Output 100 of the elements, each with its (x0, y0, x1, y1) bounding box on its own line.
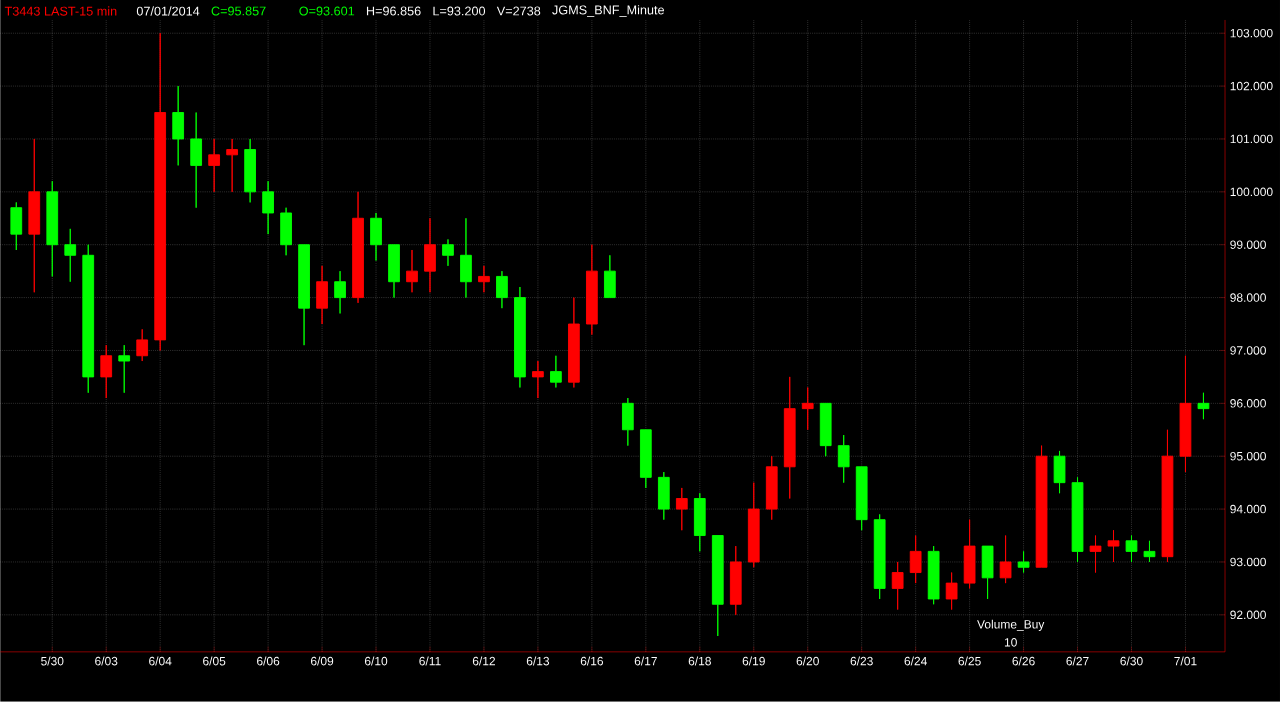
candlestick (603, 254, 616, 299)
candlestick (1197, 392, 1210, 420)
candlestick (100, 344, 113, 399)
candlestick (370, 212, 382, 262)
x-tick-label: 6/17 (634, 656, 657, 666)
x-tick-label: 6/13 (526, 656, 550, 666)
y-tick-label: 96.000 (1230, 399, 1266, 408)
candlestick (711, 535, 724, 637)
candlestick (1125, 535, 1138, 563)
candlestick (1107, 529, 1120, 563)
candlestick (154, 32, 167, 352)
chart-subtitle: 07/01/2014 (136, 6, 200, 16)
text: C=95.857 (211, 6, 266, 16)
candlestick (514, 286, 526, 389)
candlestick (136, 328, 149, 362)
candlestick (190, 112, 203, 209)
y-tick-label: 103.000 (1230, 29, 1273, 38)
candlestick (316, 265, 328, 325)
text: H=96.856 (366, 6, 421, 16)
candlestick (909, 535, 922, 584)
candlestick (621, 397, 634, 447)
candlestick (352, 191, 364, 304)
y-tick-label: 102.000 (1230, 81, 1273, 91)
y-tick-label: 101.000 (1230, 134, 1273, 144)
candlestick (819, 402, 832, 457)
x-tick-label: 6/27 (1066, 656, 1089, 666)
candlestick (855, 466, 868, 531)
candlestick (657, 471, 670, 521)
candlestick (837, 434, 850, 484)
candlestick (388, 244, 400, 299)
candlestick (999, 535, 1012, 584)
candlestick (262, 180, 274, 235)
candlestick (1071, 476, 1084, 563)
candlestick (801, 387, 814, 431)
candlestick (927, 545, 940, 605)
candlestick (244, 138, 256, 203)
candlestick (1161, 429, 1174, 563)
candlestick (1017, 551, 1030, 574)
text: O=93.601 (299, 6, 355, 16)
text: L=93.200 (433, 6, 486, 16)
candlestick (298, 244, 310, 346)
candlestick (496, 270, 508, 309)
x-tick-label: 6/18 (688, 656, 711, 666)
annotation: Volume_Buy (977, 619, 1045, 631)
candlestick (568, 297, 580, 389)
candlestick (46, 180, 59, 277)
x-tick-label: 7/01 (1174, 656, 1197, 666)
candlestick (424, 217, 436, 293)
x-tick-label: 6/11 (419, 656, 441, 666)
y-tick-label: 94.000 (1230, 504, 1266, 514)
x-tick-label: 6/25 (958, 656, 981, 666)
candlestick (28, 138, 41, 293)
x-tick-label: 6/04 (149, 656, 172, 666)
candlestick (891, 561, 904, 611)
y-tick-label: 95.000 (1230, 452, 1266, 461)
y-tick-label: 98.000 (1230, 293, 1266, 302)
x-tick-label: 6/23 (850, 656, 873, 666)
candlestick (550, 355, 562, 389)
x-tick-label: 6/12 (472, 656, 496, 666)
candlestick (478, 265, 490, 293)
candlestick (334, 270, 346, 314)
candlestick (1179, 355, 1192, 473)
candlestick (981, 545, 994, 600)
candlestick (873, 513, 886, 600)
candlestick (1053, 450, 1066, 494)
x-tick-label: 6/20 (796, 656, 819, 666)
x-tick-label: 6/05 (203, 656, 226, 666)
x-tick-label: 6/30 (1120, 656, 1143, 666)
x-tick-label: 6/09 (311, 656, 334, 666)
y-tick-label: 93.000 (1230, 557, 1266, 567)
candlestick (10, 202, 23, 251)
candlestick (172, 85, 185, 166)
candlestick (64, 228, 77, 283)
text: V=2738 (496, 6, 541, 16)
candlestick (280, 207, 292, 256)
candlestick (729, 545, 742, 616)
candlestick (1035, 445, 1048, 568)
candlestick (586, 244, 598, 336)
candlestick (208, 138, 221, 193)
x-tick-label: 6/26 (1012, 656, 1035, 666)
y-tick-label: 97.000 (1230, 346, 1266, 355)
candlestick (945, 572, 958, 611)
candlestick (442, 239, 454, 267)
candlestick (639, 429, 652, 489)
candlestick (1089, 535, 1102, 574)
y-tick-label: 92.000 (1230, 610, 1266, 620)
x-tick-label: 6/19 (742, 656, 765, 666)
chart-title: T3443 LAST-15 min (4, 6, 117, 16)
candlestick (532, 360, 544, 399)
candlestick (963, 519, 976, 589)
candlestick (1143, 540, 1156, 563)
candlestick (82, 244, 95, 394)
x-tick-label: 6/16 (580, 656, 604, 666)
text: JGMS_BNF_Minute (552, 5, 665, 17)
candlestick (406, 249, 418, 293)
x-tick-label: 6/06 (257, 656, 280, 666)
candlestick (118, 344, 131, 394)
candlestick (460, 217, 472, 299)
annotation: 10 (1004, 638, 1017, 647)
candlestick (747, 482, 760, 568)
